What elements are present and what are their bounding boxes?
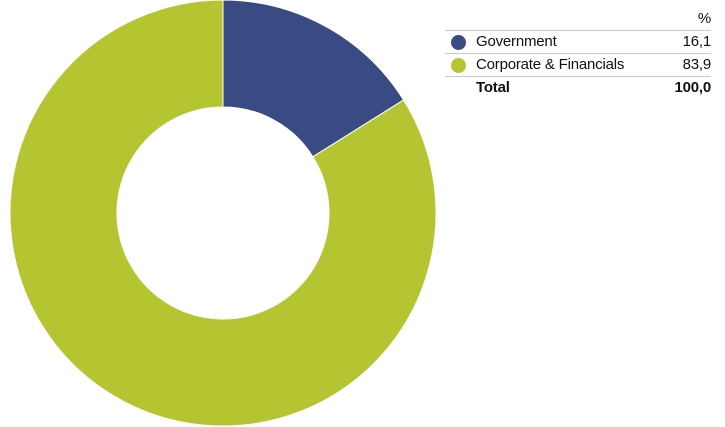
donut-slice-government (222, 0, 405, 158)
unit-header: % (697, 10, 711, 27)
legend-value-corporate-financials: 83,9 (682, 56, 712, 73)
legend-row-government: Government 16,1 (445, 30, 711, 53)
legend-label-total: Total (476, 79, 510, 96)
legend-row-corporate-financials: Corporate & Financials 83,9 (445, 53, 711, 76)
donut-chart (9, 0, 437, 427)
legend-table: % Government 16,1 Corporate & Financials… (445, 8, 711, 99)
legend-value-government: 16,1 (682, 33, 712, 50)
donut-slice-corporate-financials (9, 0, 437, 427)
legend-header: % (445, 8, 711, 30)
legend-row-total: Total 100,0 (445, 76, 711, 99)
legend-label-government: Government (476, 33, 557, 50)
government-swatch-icon (451, 34, 466, 50)
legend-value-total: 100,0 (674, 79, 711, 96)
legend-label-corporate-financials: Corporate & Financials (476, 56, 625, 73)
corporate-financials-swatch-icon (451, 57, 466, 73)
